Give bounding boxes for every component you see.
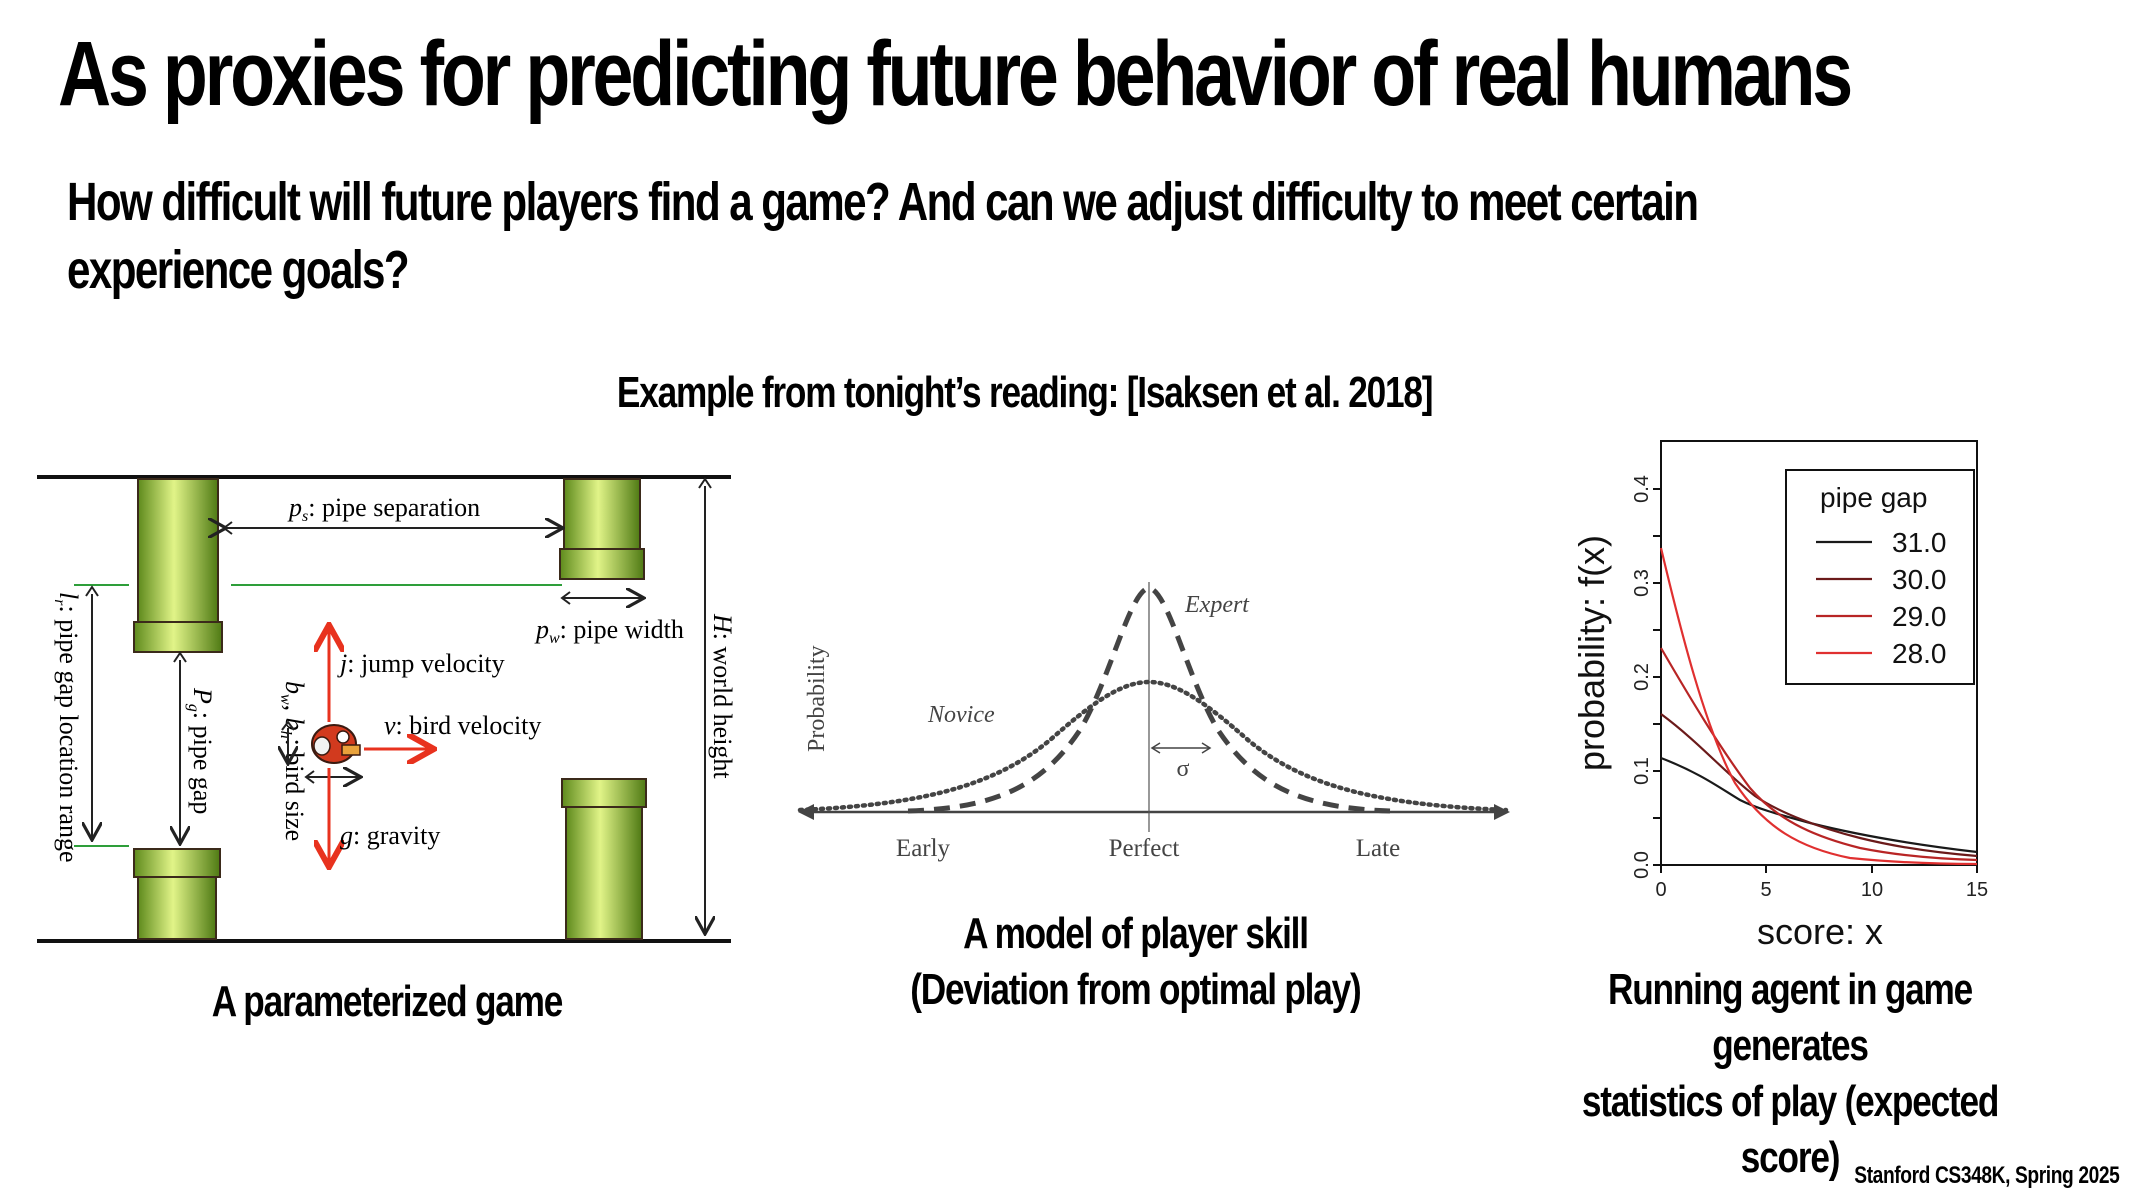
subtitle-line-1: How difficult will future players find a… — [67, 172, 1699, 232]
label-bird-size: bw, bh: bird size — [277, 681, 309, 841]
expert-label: Expert — [1184, 592, 1250, 618]
footer-text: Stanford CS348K, Spring 2025 — [1853, 1162, 2120, 1189]
plot-frame — [1660, 440, 1978, 866]
svg-text:0.2: 0.2 — [1631, 663, 1653, 691]
svg-text:0.0: 0.0 — [1631, 851, 1653, 879]
score-caption-line-2: statistics of play (expected score) — [1581, 1077, 2000, 1182]
score-chart-caption: Running agent in game generates statisti… — [1480, 962, 2100, 1186]
game-diagram: ps: pipe separation pw: pipe width H: wo… — [37, 475, 737, 943]
legend-entry-31: 31.0 — [1892, 527, 1947, 558]
series-30 — [1660, 713, 1978, 858]
series-28 — [1659, 547, 1978, 866]
y-axis-label: Probability — [804, 645, 830, 752]
skill-model-caption: A model of player skill (Deviation from … — [780, 906, 1490, 1018]
pipe-top-right — [559, 478, 645, 580]
skill-caption-line-2: (Deviation from optimal play) — [909, 965, 1361, 1014]
svg-text:5: 5 — [1760, 879, 1771, 901]
label-pipe-width: pw: pipe width — [534, 615, 684, 647]
score-chart: 0.0 0.1 0.2 0.3 0.4 0 5 10 15 score: x p… — [1571, 440, 1988, 952]
legend-entry-28: 28.0 — [1892, 638, 1947, 669]
example-heading-text: Example from tonight’s reading: [Isaksen… — [617, 368, 1434, 417]
footer-course-label: Stanford CS348K, Spring 2025 — [1788, 1162, 2120, 1190]
game-diagram-caption-text: A parameterized game — [211, 977, 563, 1026]
x-label-late: Late — [1356, 835, 1400, 862]
x-label-early: Early — [896, 835, 951, 862]
series-29 — [1660, 647, 1978, 862]
x-label-perfect: Perfect — [1109, 835, 1180, 862]
legend-title: pipe gap — [1820, 482, 1927, 513]
subtitle-line-2: experience goals? — [67, 240, 410, 300]
series-31 — [1660, 756, 1978, 854]
svg-text:0.4: 0.4 — [1631, 475, 1653, 503]
label-gravity: g: gravity — [340, 821, 440, 850]
label-pipe-gap: Pg: pipe gap — [185, 687, 217, 814]
sigma-label: σ — [1177, 756, 1190, 782]
label-world-height: H: world height — [708, 613, 737, 779]
legend-entry-29: 29.0 — [1892, 601, 1947, 632]
y-axis-label: probability: f(x) — [1571, 535, 1612, 771]
label-bird-velocity: v: bird velocity — [384, 711, 541, 740]
skill-model-chart: σ Expert Novice Probability Early Perfec… — [797, 582, 1510, 862]
slide-title: As proxies for predicting future behavio… — [58, 23, 1853, 125]
pipe-bottom-right — [561, 778, 647, 940]
expert-curve — [907, 585, 1391, 814]
label-pipe-gap-location-range: lr: pipe gap location range — [51, 592, 83, 863]
example-heading: Example from tonight’s reading: [Isaksen… — [0, 368, 2050, 418]
svg-text:0: 0 — [1655, 879, 1666, 901]
slide-subtitle: How difficult will future players find a… — [67, 168, 1861, 304]
x-axis-label: score: x — [1757, 911, 1883, 952]
bird-sprite — [311, 724, 361, 764]
novice-curve — [797, 679, 1509, 813]
label-pipe-separation: ps: pipe separation — [287, 493, 480, 525]
svg-text:15: 15 — [1966, 879, 1988, 901]
pipe-top-left — [133, 478, 223, 653]
legend-entry-30: 30.0 — [1892, 564, 1947, 595]
score-caption-line-1: Running agent in game generates — [1608, 965, 1973, 1070]
novice-label: Novice — [927, 702, 995, 728]
label-jump-velocity: j: jump velocity — [337, 649, 505, 678]
svg-text:0.1: 0.1 — [1631, 757, 1653, 785]
skill-caption-line-1: A model of player skill — [962, 909, 1309, 958]
svg-text:0.3: 0.3 — [1631, 569, 1653, 597]
pipe-bottom-left — [133, 848, 221, 940]
svg-text:10: 10 — [1861, 879, 1883, 901]
chart-legend: pipe gap 31.0 30.0 29.0 28.0 — [1785, 469, 1975, 685]
game-diagram-caption: A parameterized game — [34, 974, 739, 1030]
